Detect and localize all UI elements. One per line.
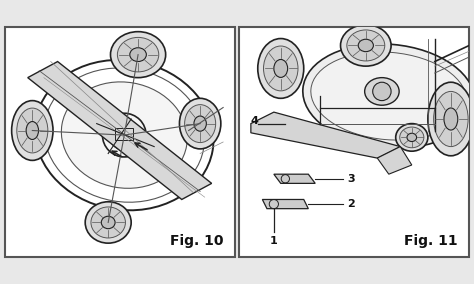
Text: 3: 3 (347, 174, 355, 184)
Ellipse shape (444, 108, 458, 130)
Ellipse shape (400, 127, 424, 148)
Ellipse shape (434, 91, 468, 147)
Text: Fig. 11: Fig. 11 (404, 234, 458, 248)
Polygon shape (262, 199, 308, 209)
Ellipse shape (303, 44, 474, 148)
Ellipse shape (347, 30, 385, 61)
Ellipse shape (17, 108, 48, 153)
Ellipse shape (185, 105, 216, 143)
Polygon shape (377, 147, 412, 174)
Polygon shape (251, 112, 400, 158)
Text: 4: 4 (251, 116, 259, 126)
Ellipse shape (130, 48, 146, 62)
Ellipse shape (258, 39, 304, 98)
Ellipse shape (110, 32, 166, 78)
Ellipse shape (101, 216, 115, 229)
FancyBboxPatch shape (5, 27, 235, 257)
Text: 1: 1 (270, 236, 278, 246)
Ellipse shape (85, 202, 131, 243)
Text: 2: 2 (347, 199, 355, 209)
Ellipse shape (12, 101, 53, 160)
Ellipse shape (311, 52, 467, 140)
Ellipse shape (407, 133, 417, 141)
Ellipse shape (194, 116, 206, 131)
Ellipse shape (180, 98, 221, 149)
Circle shape (373, 82, 391, 101)
Ellipse shape (365, 78, 399, 105)
Polygon shape (27, 62, 211, 199)
Text: Fig. 10: Fig. 10 (170, 234, 223, 248)
Ellipse shape (91, 207, 126, 238)
Ellipse shape (274, 59, 288, 78)
Polygon shape (274, 174, 315, 183)
Ellipse shape (264, 46, 298, 91)
Ellipse shape (61, 82, 187, 188)
FancyBboxPatch shape (239, 27, 469, 257)
Ellipse shape (118, 37, 159, 72)
Ellipse shape (428, 82, 474, 156)
Ellipse shape (340, 25, 391, 66)
Ellipse shape (358, 39, 374, 52)
Ellipse shape (26, 122, 38, 139)
Ellipse shape (396, 124, 428, 151)
